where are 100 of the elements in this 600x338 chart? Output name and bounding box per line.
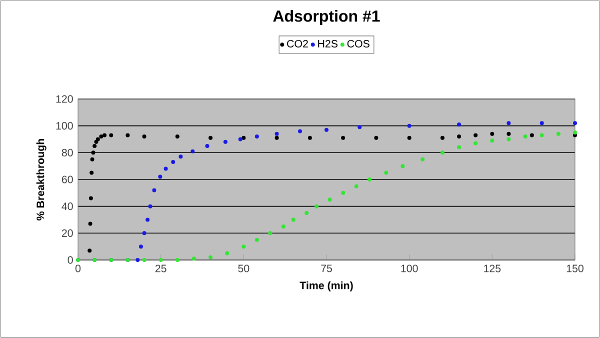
point [324,128,329,132]
point [407,136,412,140]
point [152,188,156,192]
point [440,150,444,155]
point [138,244,143,249]
point [540,121,544,126]
point [474,141,478,146]
y-tick-label: 80 [62,148,73,156]
point [506,121,511,126]
point [254,134,259,139]
point [158,258,163,262]
point [242,136,246,140]
y-tick-label: 120 [56,95,73,103]
point [400,164,405,168]
point [474,133,478,138]
point [298,129,302,134]
point [99,134,104,139]
point [94,140,98,144]
point [420,157,425,162]
point [88,248,92,253]
y-tick-label: 100 [56,122,73,130]
point [384,170,388,175]
x-tick-label: 125 [484,264,501,272]
point [148,204,152,208]
point [109,133,114,138]
point [158,174,162,179]
x-tick-label: 150 [566,264,584,272]
legend-label: COS [347,40,370,48]
point [254,238,259,242]
point [540,133,544,138]
legend-label: H2S [318,40,338,48]
point [136,258,140,262]
point [490,138,494,143]
point [341,190,346,195]
point [572,121,577,126]
point [457,145,462,150]
point [88,196,93,200]
point [291,218,296,222]
point [457,122,462,126]
point [556,132,560,136]
point [328,198,332,202]
point [225,251,230,256]
x-axis-title: Time (min) [300,281,353,292]
point [341,136,346,140]
legend-label: CO2 [287,40,308,48]
point [440,136,444,140]
point [374,136,378,140]
point [90,157,94,162]
x-tick-label: 25 [155,264,166,272]
point [314,204,319,208]
point [457,134,462,139]
point [171,160,176,164]
point [506,137,511,142]
point [178,154,183,159]
point [308,136,312,140]
point [530,133,534,138]
point [268,231,272,236]
point [242,244,246,249]
x-tick-label: 0 [75,264,81,272]
point [208,136,213,140]
y-tick-label: 40 [62,202,73,210]
point [490,132,494,136]
point [90,170,94,175]
y-tick-label: 60 [62,176,73,184]
point [142,134,146,139]
point [190,149,195,154]
point [102,133,107,138]
point [274,132,279,136]
y-axis-title: % Breakthrough [36,138,46,220]
point [407,124,412,128]
point [175,258,180,262]
point [304,211,309,216]
point [192,256,196,261]
point [223,140,228,144]
point [91,150,96,155]
point [88,222,92,226]
x-tick-label: 75 [321,264,332,272]
point [238,137,242,142]
point [274,136,279,140]
point [142,258,146,262]
point [92,144,97,148]
point [368,177,372,182]
point [142,231,146,236]
point [506,132,511,136]
point [126,133,130,138]
point [146,218,150,222]
point [572,130,577,135]
point [523,134,528,139]
point [164,166,168,171]
y-tick-label: 0 [68,256,73,264]
x-tick-label: 50 [238,264,250,272]
x-tick-label: 100 [401,264,418,272]
point [358,125,362,130]
chart-title: Adsorption #1 [273,10,380,25]
point [281,224,286,228]
y-tick-label: 20 [62,229,73,237]
point [205,144,210,148]
point [96,137,100,142]
point [175,134,180,139]
point [208,255,213,260]
